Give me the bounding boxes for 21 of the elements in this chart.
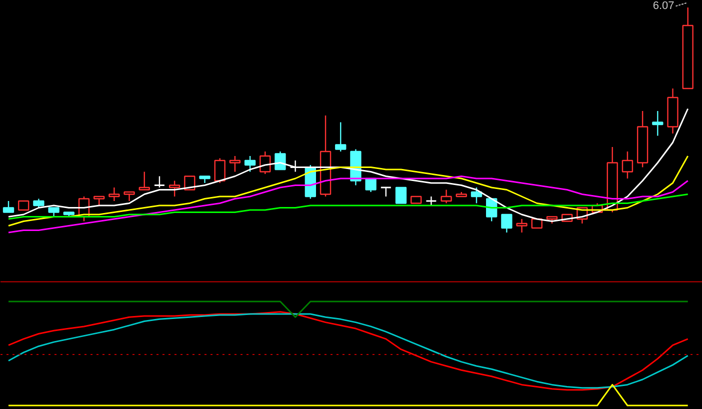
candlestick	[395, 186, 407, 204]
candlestick	[652, 110, 664, 136]
candlestick	[168, 180, 180, 198]
candlestick	[260, 150, 271, 175]
candlestick	[365, 178, 376, 193]
candlestick	[2, 200, 14, 213]
candlestick	[425, 196, 437, 206]
candlestick	[440, 189, 452, 204]
candlestick	[108, 186, 120, 202]
candlestick	[274, 150, 286, 170]
candlestick	[244, 155, 256, 172]
candlestick	[516, 218, 528, 234]
candlestick	[214, 158, 226, 184]
candlestick	[501, 214, 512, 234]
candlestick	[229, 155, 241, 172]
candlestick	[154, 176, 166, 188]
candlestick	[622, 150, 634, 180]
candlestick	[138, 171, 150, 190]
candlestick	[470, 186, 482, 204]
candlestick	[335, 122, 346, 152]
annotation: 6.07	[652, 0, 674, 12]
